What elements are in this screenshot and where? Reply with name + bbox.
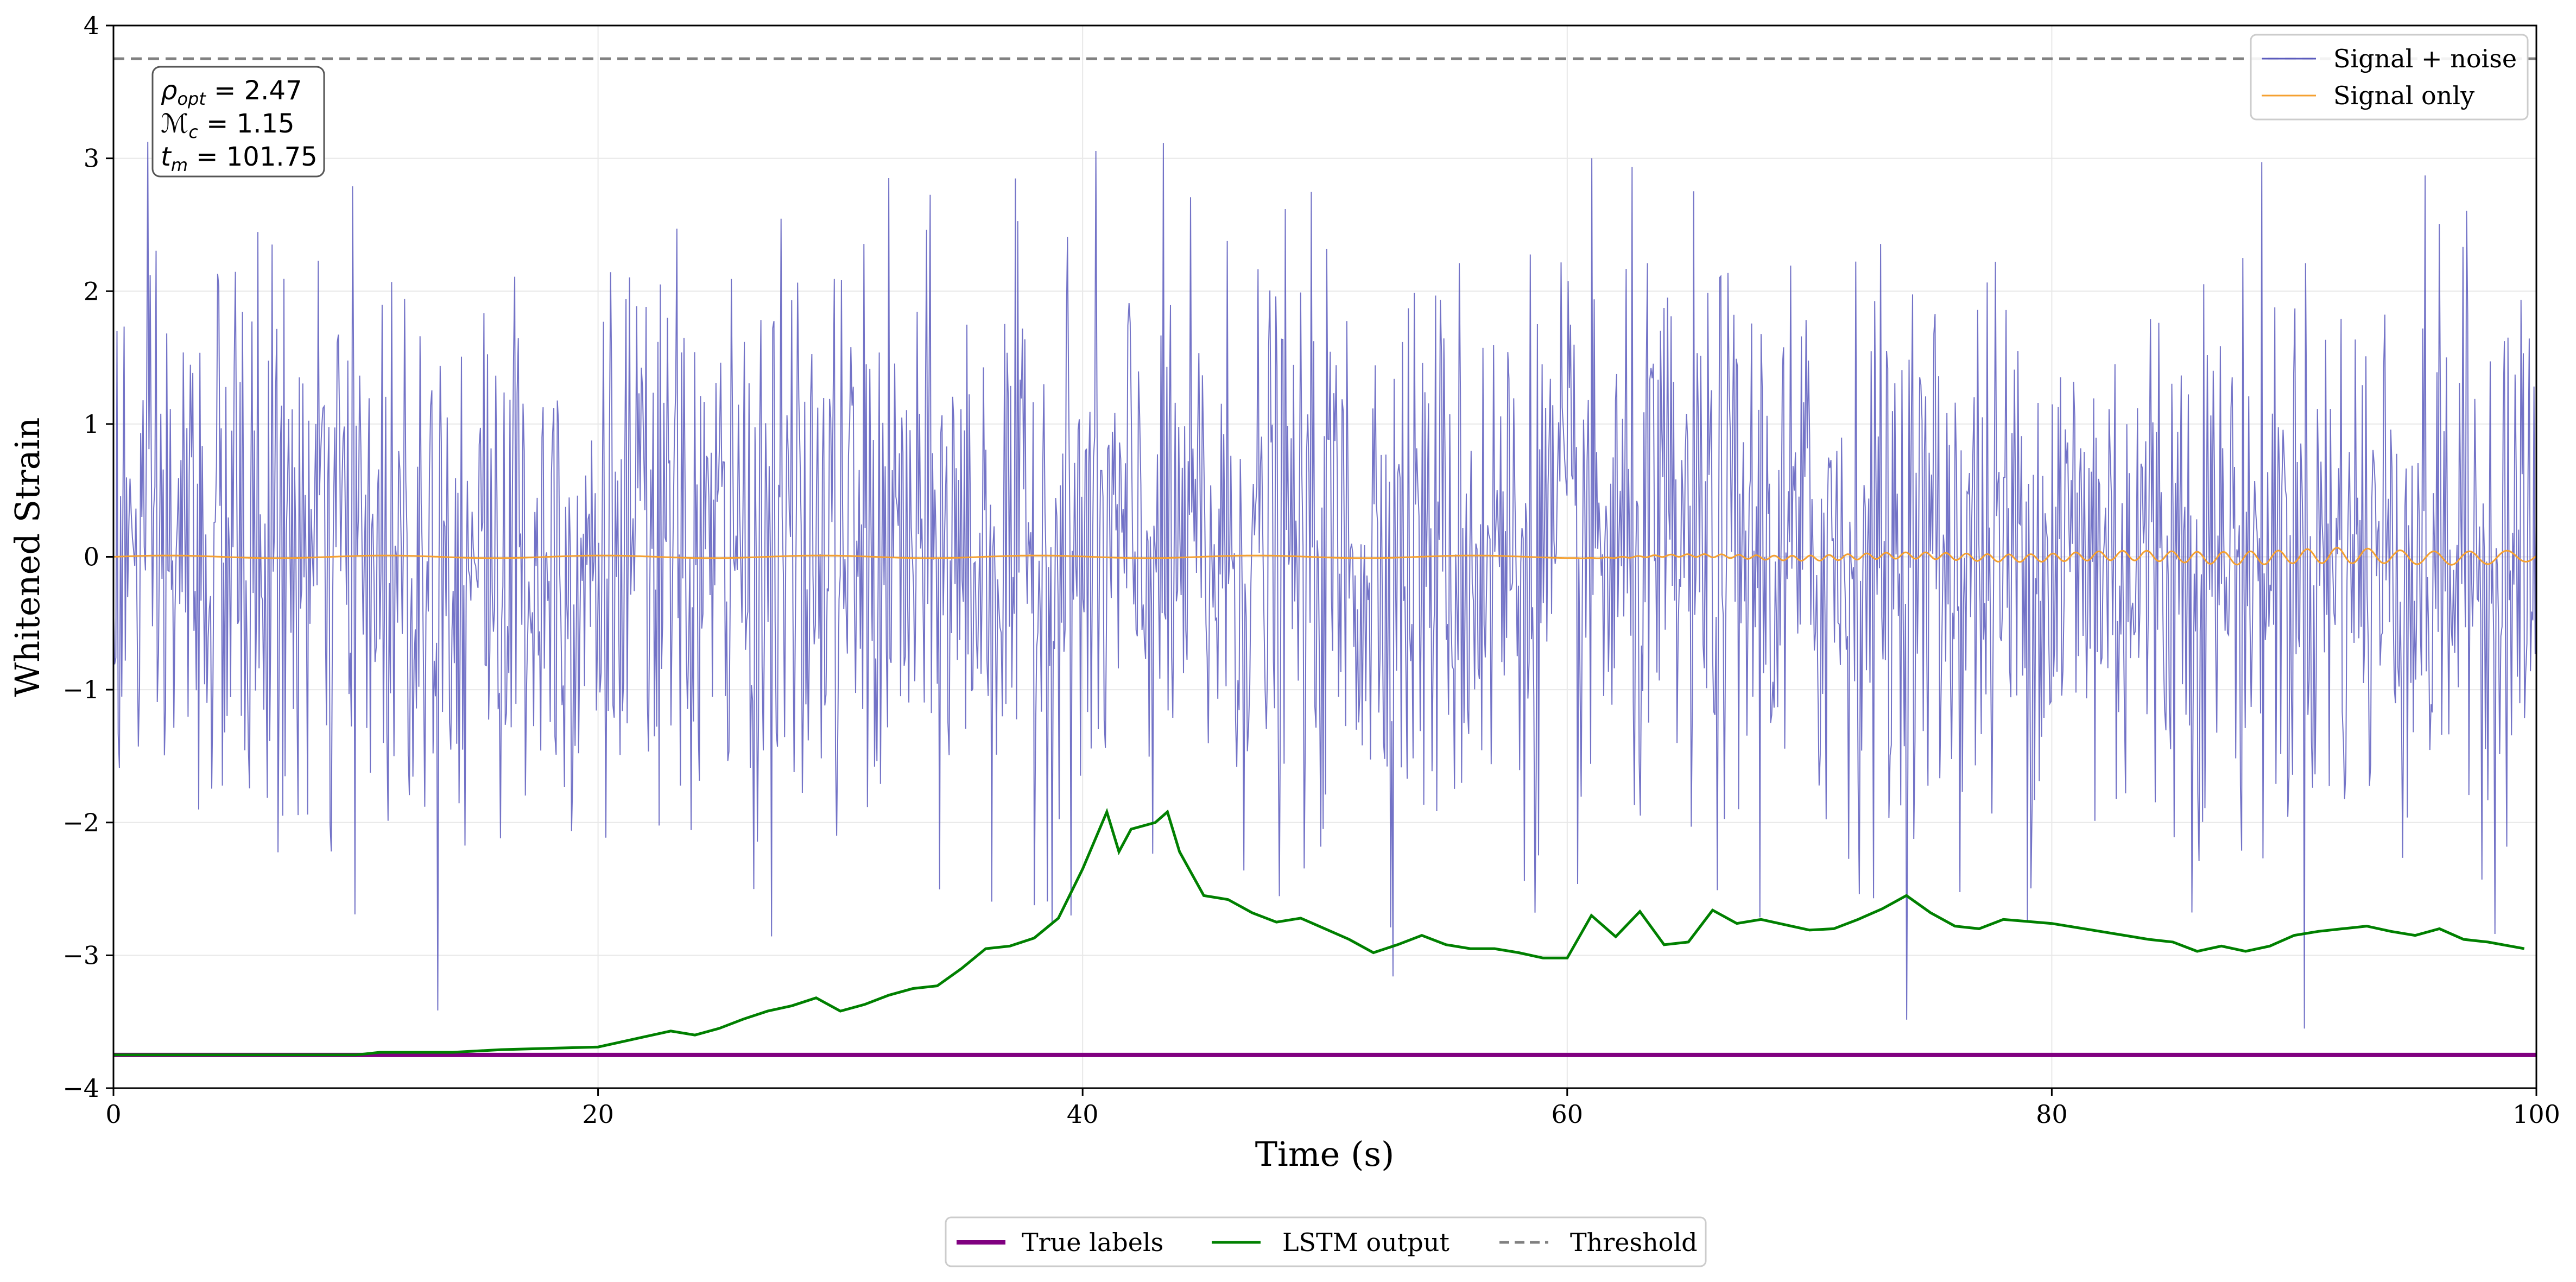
legend-label-signal-noise: Signal + noise bbox=[2333, 44, 2517, 73]
annotation-merger-time: tm = 101.75 bbox=[161, 142, 318, 175]
legend-label-threshold: Threshold bbox=[1570, 1228, 1698, 1257]
y-tick-label: 0 bbox=[84, 542, 99, 572]
y-tick-label: 3 bbox=[84, 144, 99, 173]
legend-upper-frame bbox=[2250, 34, 2529, 121]
annotation-symbol: ℳ bbox=[161, 109, 188, 139]
y-tick-label: 1 bbox=[84, 409, 99, 439]
annotation-box bbox=[151, 66, 325, 178]
data-layer bbox=[113, 57, 2536, 1057]
y-tick-label: −1 bbox=[62, 675, 99, 704]
x-tick-label: 100 bbox=[2512, 1100, 2560, 1129]
legend-label-lstm-output: LSTM output bbox=[1282, 1228, 1450, 1257]
annotation-subscript: m bbox=[171, 155, 188, 175]
x-tick-label: 60 bbox=[1552, 1100, 1584, 1129]
x-tick-label: 20 bbox=[582, 1100, 614, 1129]
series-lstm-output bbox=[113, 807, 2525, 1057]
y-tick-label: −3 bbox=[62, 940, 99, 970]
y-tick-label: −4 bbox=[62, 1073, 99, 1103]
y-tick-label: 2 bbox=[84, 276, 99, 306]
x-axis-label: Time (s) bbox=[1255, 1134, 1395, 1174]
annotation-value: = 2.47 bbox=[206, 75, 302, 106]
legend-upper: Signal + noise Signal only bbox=[2250, 34, 2529, 121]
annotation-value: = 101.75 bbox=[188, 142, 318, 172]
annotation-value: = 1.15 bbox=[198, 109, 295, 139]
axis-ticks: 0 20 40 60 80 100 −4 −3 −2 −1 0 1 2 3 4 bbox=[62, 11, 2560, 1129]
y-axis-label: Whitened Strain bbox=[8, 418, 47, 697]
annotation-subscript: c bbox=[188, 122, 198, 142]
legend-lower: True labels LSTM output Threshold bbox=[945, 1216, 1707, 1267]
annotation-symbol: t bbox=[161, 142, 172, 172]
x-tick-label: 40 bbox=[1067, 1100, 1099, 1129]
parameter-annotation: ρopt = 2.47 ℳc = 1.15 tm = 101.75 bbox=[151, 66, 325, 178]
annotation-symbol: ρ bbox=[161, 75, 177, 106]
legend-label-true-labels: True labels bbox=[1022, 1228, 1163, 1257]
x-tick-label: 0 bbox=[105, 1100, 121, 1129]
series-signal-noise bbox=[113, 141, 2536, 1029]
x-tick-label: 80 bbox=[2036, 1100, 2068, 1129]
series-signal-only bbox=[113, 547, 2536, 566]
y-tick-label: −2 bbox=[62, 808, 99, 837]
y-tick-label: 4 bbox=[84, 11, 99, 40]
annotation-subscript: opt bbox=[177, 89, 206, 109]
legend-label-signal-only: Signal only bbox=[2333, 81, 2474, 110]
legend-lower-frame bbox=[945, 1216, 1707, 1267]
annotation-rho-opt: ρopt = 2.47 bbox=[161, 75, 302, 109]
annotation-chirp-mass: ℳc = 1.15 bbox=[161, 109, 295, 142]
